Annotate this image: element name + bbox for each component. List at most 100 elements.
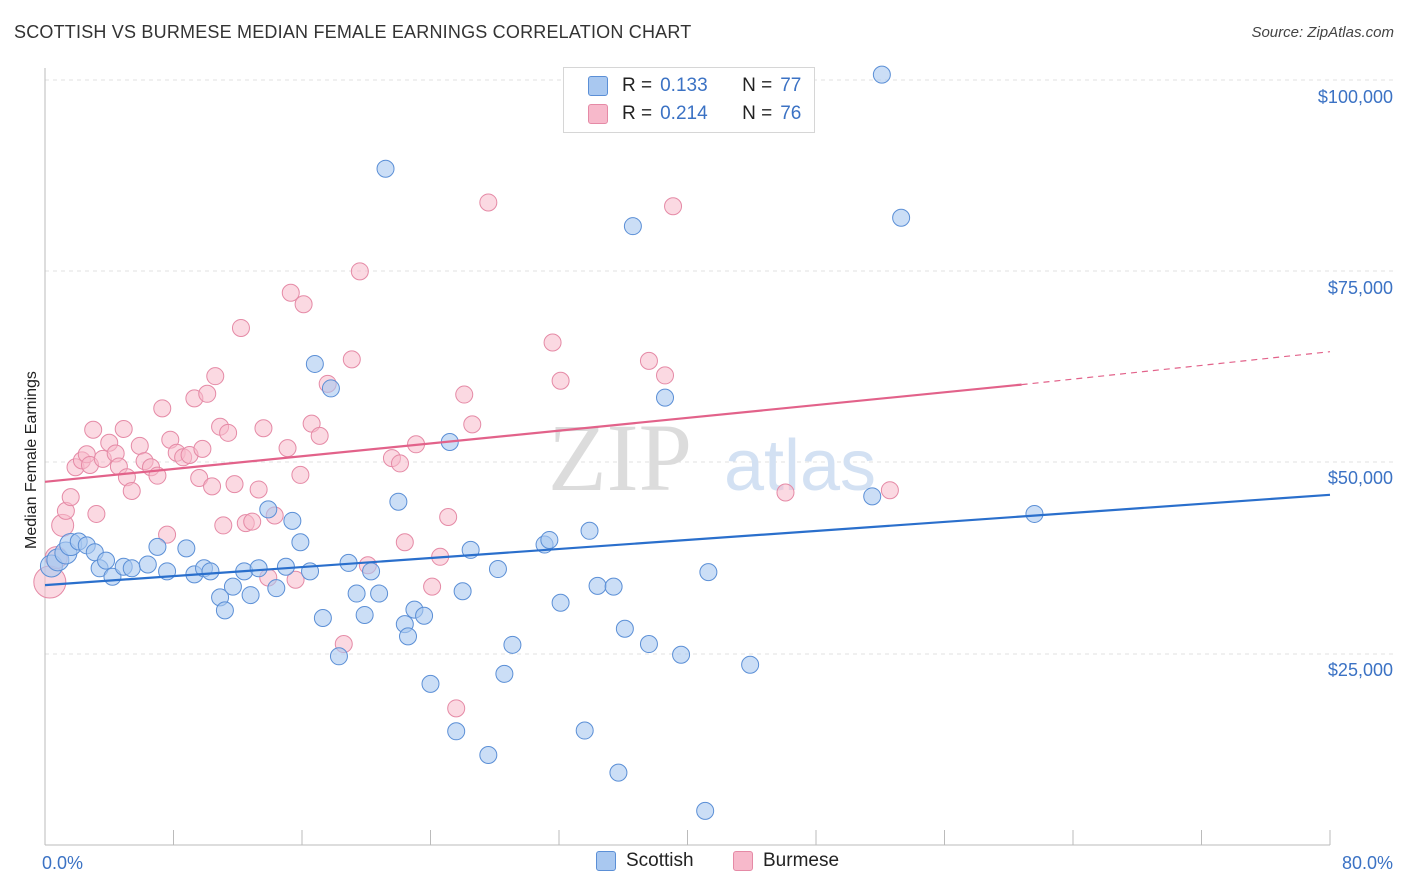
y-tick-label: $100,000 [1318, 87, 1393, 107]
legend-n-label: N = [742, 75, 773, 96]
scottish-point [863, 487, 882, 506]
burmese-point [880, 481, 899, 500]
burmese-point [214, 516, 233, 535]
burmese-point [61, 488, 80, 507]
burmese-point [342, 350, 361, 369]
scottish-point [376, 159, 395, 178]
burmese-point [158, 525, 177, 544]
burmese-point [639, 351, 658, 370]
scottish-point [421, 674, 440, 693]
burmese-point [87, 504, 106, 523]
scottish-point [223, 577, 242, 596]
scottish-point [267, 579, 286, 598]
legend-row-scottish: R = 0.133 N = 77 [588, 72, 801, 100]
scottish-trend-line [44, 493, 1331, 587]
burmese-point [664, 197, 683, 216]
scottish-point [495, 664, 514, 683]
scottish-point [362, 562, 381, 581]
legend-r-value: 0.214 [660, 103, 708, 124]
burmese-trend-line [44, 383, 1022, 483]
scottish-point [696, 801, 715, 820]
y-tick-label: $25,000 [1328, 660, 1393, 680]
scottish-point [259, 500, 278, 519]
scottish-point [741, 655, 760, 674]
legend-n-value: 76 [780, 103, 802, 124]
bottom-legend: Scottish Burmese [0, 850, 1406, 878]
burmese-point [350, 262, 369, 281]
scottish-point [215, 601, 234, 620]
scottish-point [656, 388, 675, 407]
scottish-point [283, 511, 302, 530]
scottish-point [370, 584, 389, 603]
burmese-point [193, 439, 212, 458]
burmese-point [130, 436, 149, 455]
scottish-point [415, 606, 434, 625]
burmese-point [281, 283, 300, 302]
burmese-point [551, 371, 570, 390]
watermark-zip: ZIP [548, 404, 692, 511]
legend: R = 0.133 N = 77 R = 0.214 N = 76 [563, 67, 815, 133]
x-tick-label: 80.0% [1342, 853, 1393, 873]
scottish-point [138, 555, 157, 574]
burmese-point [278, 439, 297, 458]
scottish-point [609, 763, 628, 782]
bottom-swatch-scottish [596, 851, 616, 871]
scottish-point [389, 492, 408, 511]
burmese-point [206, 367, 225, 386]
bottom-legend-burmese: Burmese [733, 850, 839, 872]
scottish-point [329, 647, 348, 666]
burmese-points [33, 193, 899, 718]
scottish-point [177, 539, 196, 558]
burmese-point [114, 419, 133, 438]
scottish-point [313, 609, 332, 628]
chart-title: SCOTTISH VS BURMESE MEDIAN FEMALE EARNIN… [14, 22, 692, 42]
scottish-point [551, 593, 570, 612]
burmese-point [291, 465, 310, 484]
burmese-point [243, 512, 262, 531]
scottish-point [672, 645, 691, 664]
y-tick-label: $50,000 [1328, 468, 1393, 488]
legend-r-label: R = [622, 75, 653, 96]
scottish-point [122, 559, 141, 578]
burmese-point [463, 415, 482, 434]
burmese-point [190, 468, 209, 487]
burmese-point [423, 577, 442, 596]
scottish-point [575, 721, 594, 740]
burmese-point [286, 570, 305, 589]
burmese-point [203, 477, 222, 496]
burmese-point [225, 475, 244, 494]
burmese-point [294, 295, 313, 314]
scottish-point [399, 627, 418, 646]
scottish-point [479, 746, 498, 765]
scottish-point [201, 562, 220, 581]
burmese-point [310, 426, 329, 445]
scottish-point [892, 208, 911, 227]
scottish-point [872, 65, 891, 84]
burmese-point [776, 483, 795, 502]
scottish-point [355, 605, 374, 624]
axes [44, 68, 1331, 846]
burmese-point [455, 385, 474, 404]
scottish-point [639, 635, 658, 654]
scottish-point [305, 354, 324, 373]
bottom-swatch-burmese [733, 851, 753, 871]
burmese-point [249, 480, 268, 499]
scottish-point [699, 563, 718, 582]
burmese-point [153, 399, 172, 418]
scottish-point [97, 551, 116, 570]
watermark-atlas: atlas [724, 426, 876, 506]
burmese-point [198, 384, 217, 403]
watermark: ZIP atlas [548, 404, 876, 511]
burmese-point [447, 699, 466, 718]
scottish-point [148, 537, 167, 556]
trend-lines [44, 351, 1331, 587]
bottom-legend-scottish: Scottish [596, 850, 694, 872]
legend-swatch-scottish [588, 76, 608, 96]
burmese-point [390, 454, 409, 473]
scottish-point [540, 530, 559, 549]
scottish-point [241, 586, 260, 605]
burmese-point [439, 508, 458, 527]
burmese-point [254, 419, 273, 438]
scottish-point [623, 217, 642, 236]
